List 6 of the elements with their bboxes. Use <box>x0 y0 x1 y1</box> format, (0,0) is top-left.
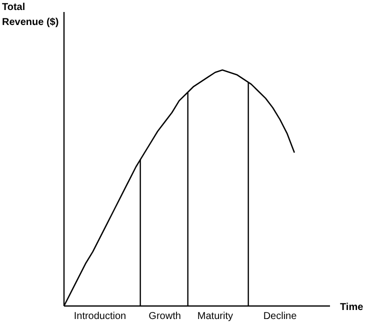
x-tick-label: Maturity <box>197 311 233 322</box>
x-axis-title: Time <box>340 302 364 313</box>
x-tick-label: Introduction <box>74 311 126 322</box>
x-tick-label: Decline <box>263 311 298 322</box>
y-axis-title: Total Revenue ($) <box>2 2 59 28</box>
x-tick-label: Growth <box>148 311 181 322</box>
